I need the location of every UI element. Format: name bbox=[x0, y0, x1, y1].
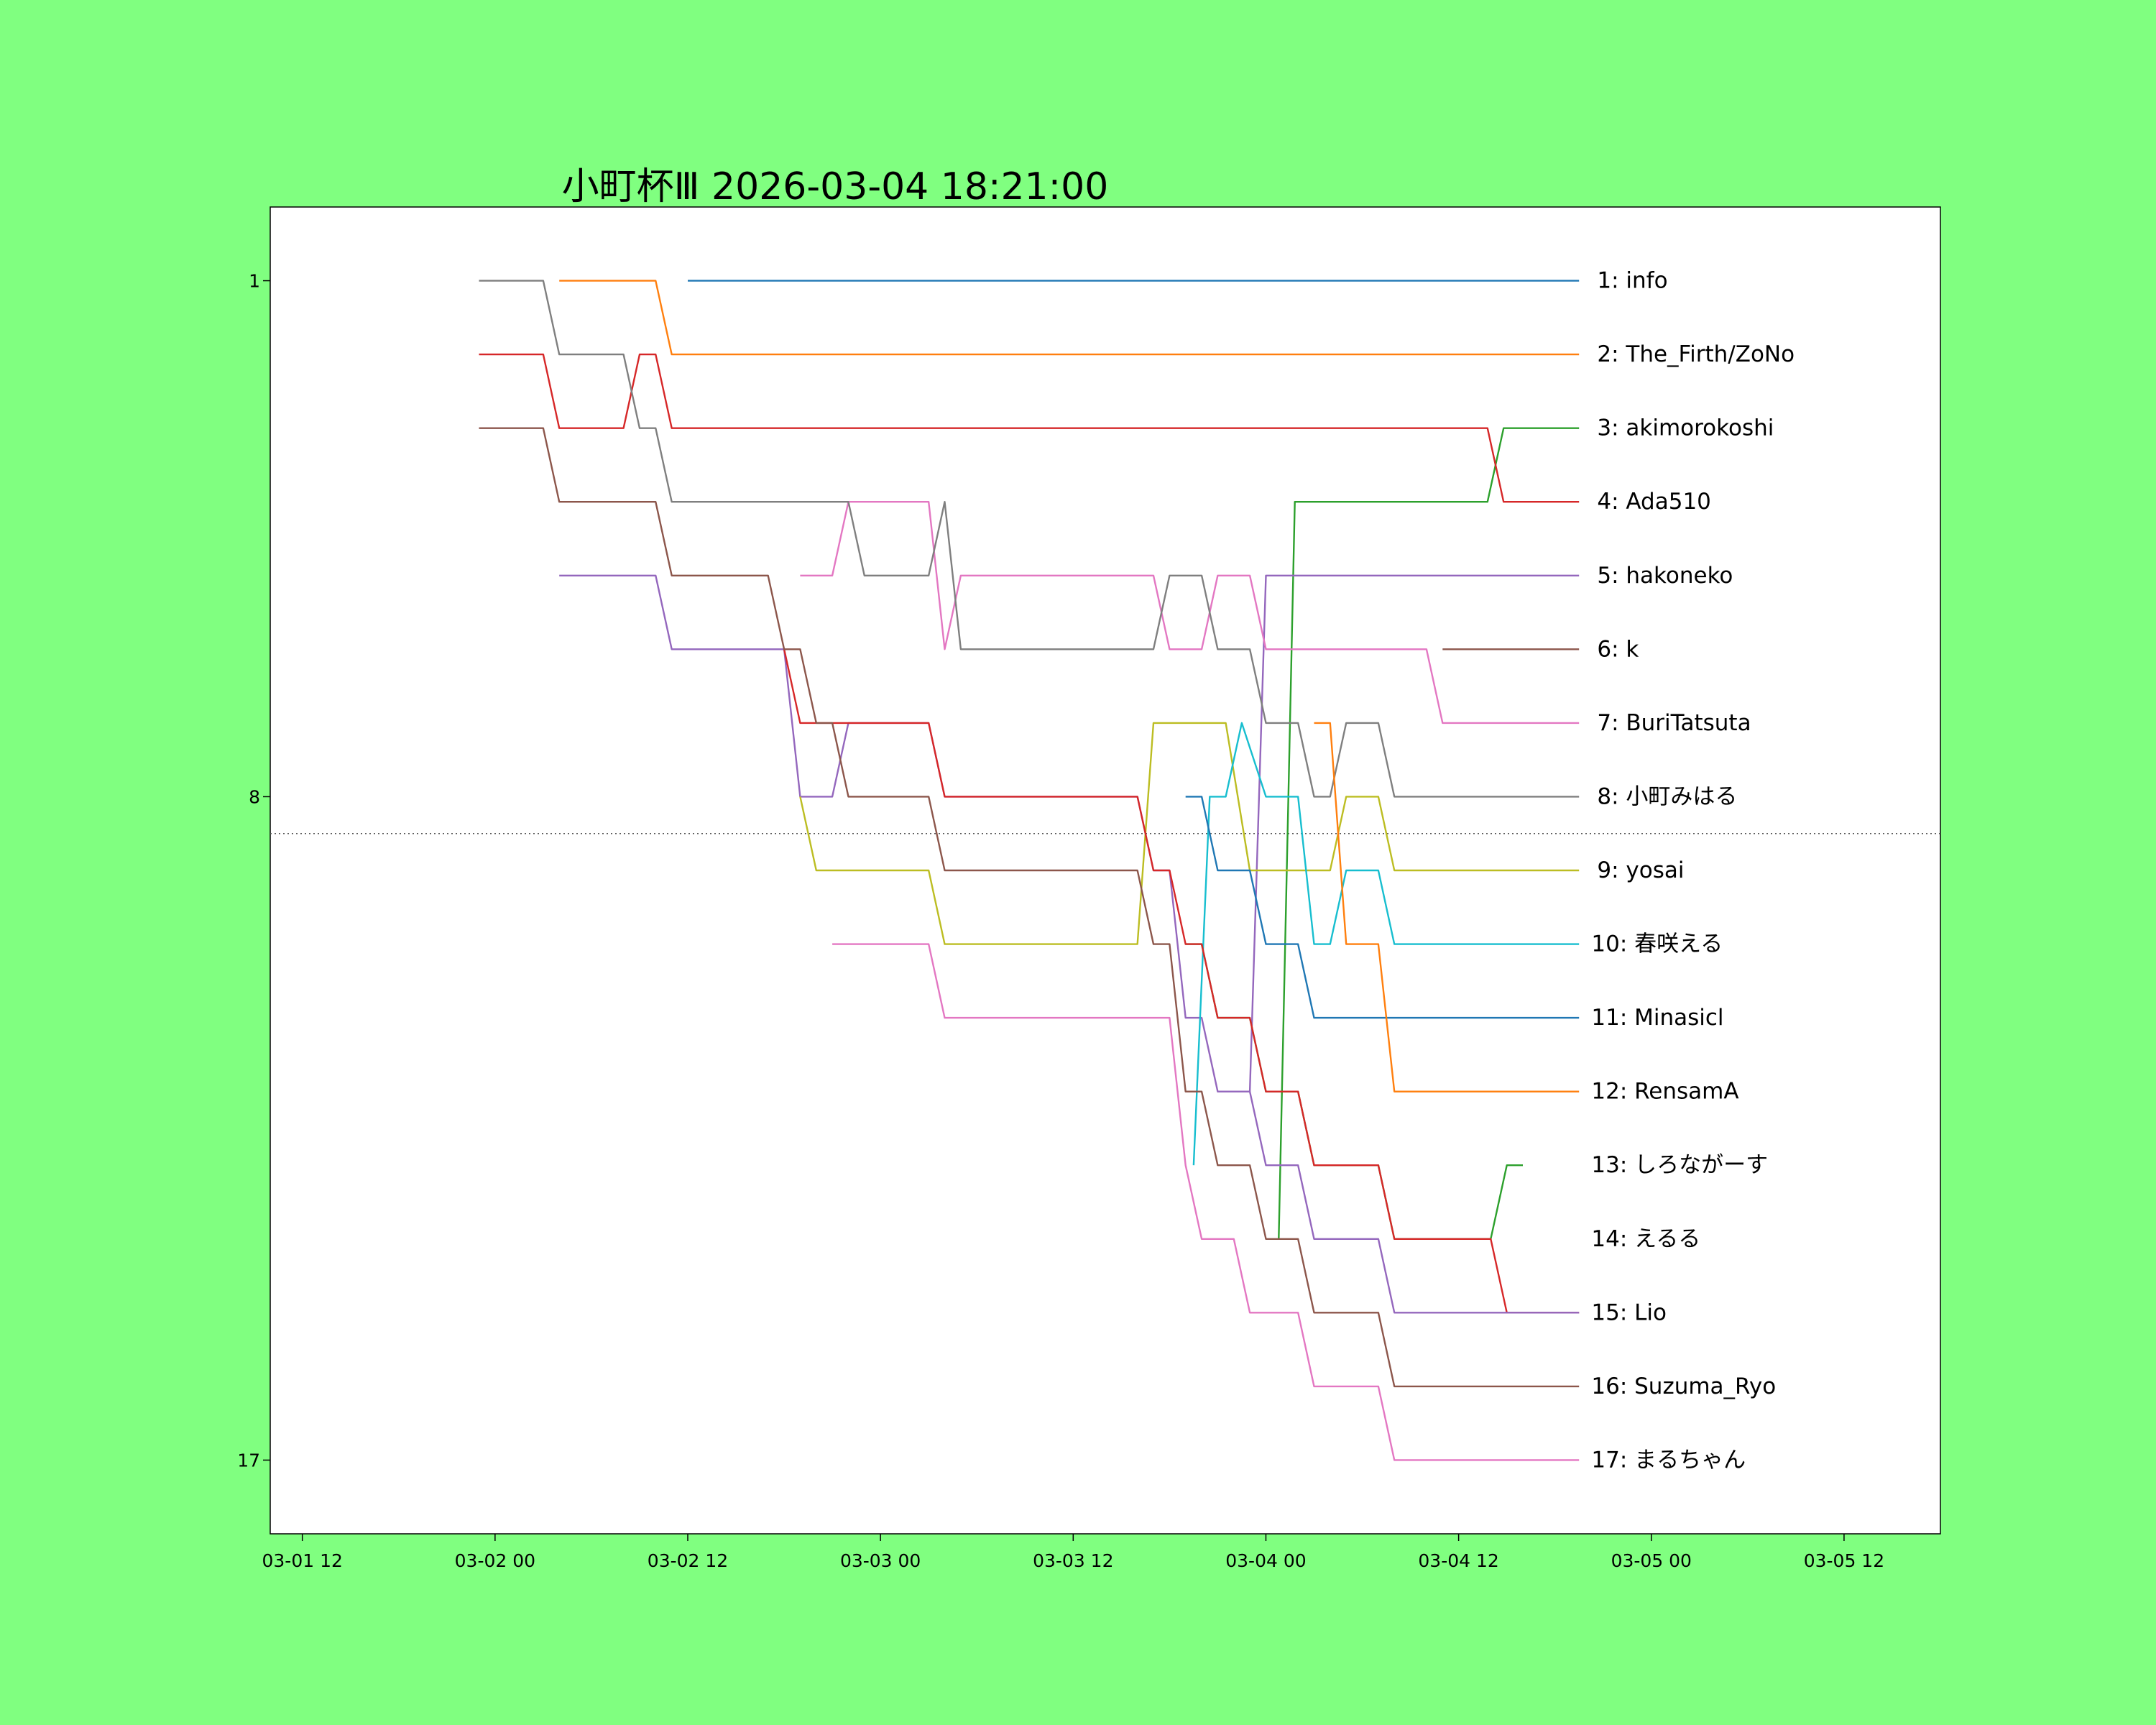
series-label-3: 3: akimorokoshi bbox=[1597, 415, 1774, 441]
series-label-5: 5: hakoneko bbox=[1597, 563, 1733, 589]
chart-title: 小町杯Ⅲ 2026-03-04 18:21:00 bbox=[562, 165, 1109, 208]
x-tick-label: 03-04 00 bbox=[1225, 1550, 1306, 1571]
x-tick-label: 03-01 12 bbox=[262, 1550, 342, 1571]
series-line-4 bbox=[479, 353, 1580, 503]
series-label-4: 4: Ada510 bbox=[1597, 489, 1711, 515]
series-line-8 bbox=[479, 280, 1580, 798]
series-label-6: 6: k bbox=[1597, 636, 1639, 662]
series-label-17: 17: まるちゃん bbox=[1591, 1447, 1746, 1473]
series-lines-group bbox=[479, 280, 1580, 1461]
series-label-7: 7: BuriTatsuta bbox=[1597, 710, 1751, 736]
y-tick-label: 1 bbox=[249, 271, 260, 292]
series-line-9 bbox=[799, 722, 1580, 945]
series-line-17 bbox=[832, 943, 1580, 1461]
x-tick-label: 03-02 00 bbox=[455, 1550, 535, 1571]
series-label-8: 8: 小町みはる bbox=[1597, 783, 1737, 809]
series-label-9: 9: yosai bbox=[1597, 857, 1684, 883]
x-tick-label: 03-02 12 bbox=[648, 1550, 728, 1571]
series-label-11: 11: Minasicl bbox=[1591, 1005, 1723, 1031]
series-label-1: 1: info bbox=[1597, 268, 1667, 294]
y-tick-label: 17 bbox=[237, 1450, 260, 1471]
series-label-16: 16: Suzuma_Ryo bbox=[1591, 1374, 1776, 1399]
series-line-11 bbox=[1185, 796, 1580, 1019]
series-line-10 bbox=[1192, 722, 1580, 1166]
series-line-14 bbox=[783, 649, 1580, 1314]
series-line-2 bbox=[559, 280, 1580, 356]
series-label-15: 15: Lio bbox=[1591, 1300, 1667, 1325]
x-tick-label: 03-04 12 bbox=[1418, 1550, 1498, 1571]
x-tick-label: 03-03 00 bbox=[840, 1550, 921, 1571]
series-label-12: 12: RensamA bbox=[1591, 1079, 1738, 1105]
series-label-10: 10: 春咲える bbox=[1591, 932, 1723, 957]
series-label-2: 2: The_Firth/ZoNo bbox=[1597, 341, 1795, 367]
x-axis: 03-01 12 03-02 00 03-02 12 03-03 00 03-03 12… bbox=[262, 1534, 1884, 1571]
series-line-15 bbox=[1248, 1091, 1580, 1314]
x-tick-label: 03-03 12 bbox=[1033, 1550, 1113, 1571]
y-tick-label: 8 bbox=[249, 786, 260, 807]
series-label-13: 13: しろながーす bbox=[1591, 1152, 1768, 1178]
x-tick-label: 03-05 12 bbox=[1804, 1550, 1884, 1571]
series-line-7 bbox=[800, 501, 1580, 724]
series-labels-group: 1: info 2: The_Firth/ZoNo 3: akimorokoshi 4… bbox=[1591, 268, 1795, 1473]
x-tick-label: 03-05 00 bbox=[1611, 1550, 1692, 1571]
series-line-16 bbox=[479, 427, 1580, 1388]
series-label-14: 14: えるる bbox=[1591, 1226, 1700, 1252]
series-line-3 bbox=[1278, 427, 1580, 1239]
series-line-12 bbox=[1314, 722, 1580, 1092]
